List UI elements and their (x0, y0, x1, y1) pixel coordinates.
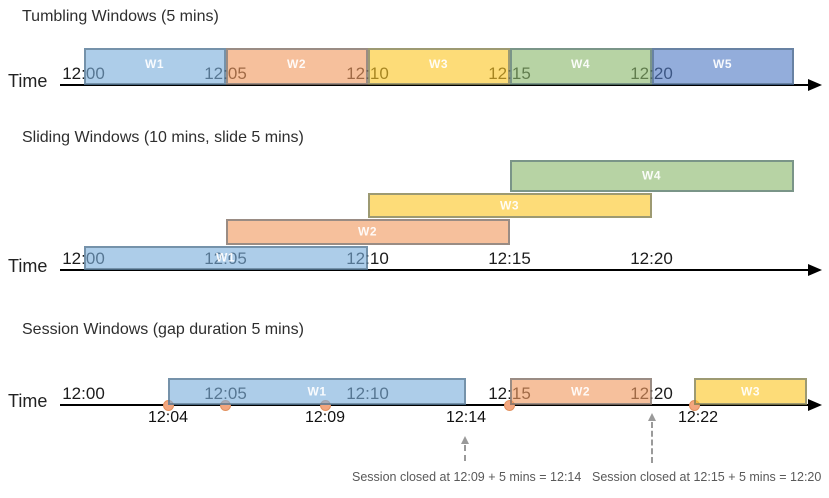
sliding-window-W2: W2 (225, 219, 510, 245)
window-label-W3: W3 (429, 57, 448, 71)
section-title-sliding: Sliding Windows (10 mins, slide 5 mins) (22, 129, 304, 146)
section-title-session: Session Windows (gap duration 5 mins) (22, 321, 304, 338)
window-label-W4: W4 (571, 57, 590, 71)
window-label-W1: W1 (307, 383, 327, 398)
window-label-W3: W3 (741, 383, 760, 398)
axis-tick-sliding-12:15: 12:15 (488, 249, 531, 268)
tumbling-window-W2: W2 (225, 48, 368, 85)
tumbling-window-W5: W5 (651, 48, 794, 85)
annotation-arrowhead-0 (461, 436, 469, 444)
section-title-tumbling: Tumbling Windows (5 mins) (22, 8, 219, 25)
time-axis-line-session (60, 404, 810, 406)
event-time-label-12:09: 12:09 (304, 409, 346, 426)
time-axis-line-tumbling (60, 84, 810, 86)
annotation-arrow-1 (651, 422, 653, 463)
window-label-W2: W2 (358, 224, 377, 239)
sliding-window-W4: W4 (509, 160, 794, 192)
annotation-text-1: Session closed at 12:15 + 5 mins = 12:20 (592, 470, 822, 484)
event-time-label-12:04: 12:04 (147, 409, 189, 426)
session-window-W3: W3 (694, 378, 807, 405)
time-axis-arrowhead-session (808, 399, 822, 411)
window-label-W1: W1 (145, 57, 164, 71)
axis-tick-session-12:00: 12:00 (62, 384, 105, 403)
time-axis-line-sliding (60, 269, 810, 271)
session-window-W2: W2 (509, 378, 652, 405)
sliding-window-W1: W1 (83, 246, 368, 270)
event-time-label-12:22: 12:22 (677, 409, 719, 426)
tumbling-window-W1: W1 (83, 48, 226, 85)
time-axis-arrowhead-sliding (808, 264, 822, 276)
time-axis-label-session: Time (8, 391, 48, 411)
event-time-label-12:14: 12:14 (445, 409, 487, 426)
window-label-W2: W2 (571, 383, 590, 398)
sliding-window-W3: W3 (367, 193, 652, 218)
annotation-text-0: Session closed at 12:09 + 5 mins = 12:14 (352, 470, 582, 484)
window-label-W4: W4 (642, 168, 661, 183)
time-axis-arrowhead-tumbling (808, 79, 822, 91)
tumbling-window-W4: W4 (509, 48, 652, 85)
window-label-W5: W5 (713, 57, 732, 71)
axis-tick-sliding-12:20: 12:20 (630, 249, 673, 268)
window-label-W1: W1 (216, 250, 235, 265)
tumbling-window-W3: W3 (367, 48, 510, 85)
annotation-arrow-0 (464, 445, 466, 461)
annotation-arrowhead-1 (648, 413, 656, 421)
window-label-W3: W3 (500, 197, 519, 212)
time-axis-label-tumbling: Time (8, 71, 48, 91)
time-axis-label-sliding: Time (8, 256, 48, 276)
window-label-W2: W2 (287, 57, 306, 71)
session-window-W1: W1 (168, 378, 466, 405)
